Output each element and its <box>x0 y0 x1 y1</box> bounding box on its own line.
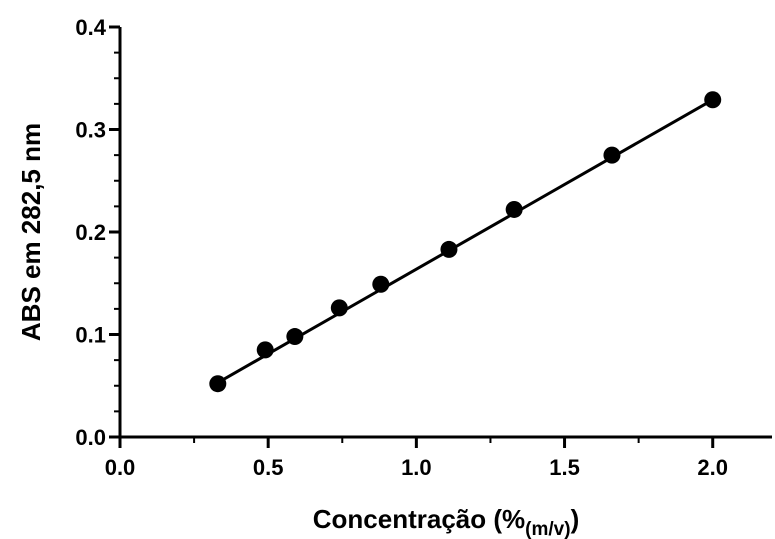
data-point <box>286 328 304 346</box>
x-axis-title: Concentração (%(m/v)) <box>313 504 579 539</box>
y-tick-label: 0.0 <box>75 425 106 450</box>
data-point <box>372 275 390 293</box>
x-tick-label: 2.0 <box>697 455 728 480</box>
data-point <box>440 240 458 258</box>
data-points <box>209 91 722 393</box>
data-point <box>603 146 621 164</box>
data-point <box>209 375 227 393</box>
x-tick-label: 1.5 <box>549 455 580 480</box>
x-axis-title-main: Concentração (% <box>313 504 525 534</box>
y-tick-label: 0.1 <box>75 323 106 348</box>
y-tick-label: 0.2 <box>75 220 106 245</box>
y-axis-ticks: 0.0 0.1 0.2 0.3 0.4 <box>75 15 120 450</box>
data-point <box>256 341 274 359</box>
x-tick-label: 0.0 <box>105 455 136 480</box>
y-tick-label: 0.4 <box>75 15 106 40</box>
data-point <box>330 299 348 317</box>
y-tick-label: 0.3 <box>75 118 106 143</box>
x-axis-ticks: 0.0 0.5 1.0 1.5 2.0 <box>105 437 728 480</box>
data-point <box>704 91 722 109</box>
x-tick-label: 0.5 <box>253 455 284 480</box>
x-tick-label: 1.0 <box>401 455 432 480</box>
y-axis-title: ABS em 282,5 nm <box>16 123 46 341</box>
x-axis-title-close: ) <box>571 504 580 534</box>
x-axis-title-subscript: (m/v) <box>525 519 570 539</box>
data-point <box>505 200 523 218</box>
